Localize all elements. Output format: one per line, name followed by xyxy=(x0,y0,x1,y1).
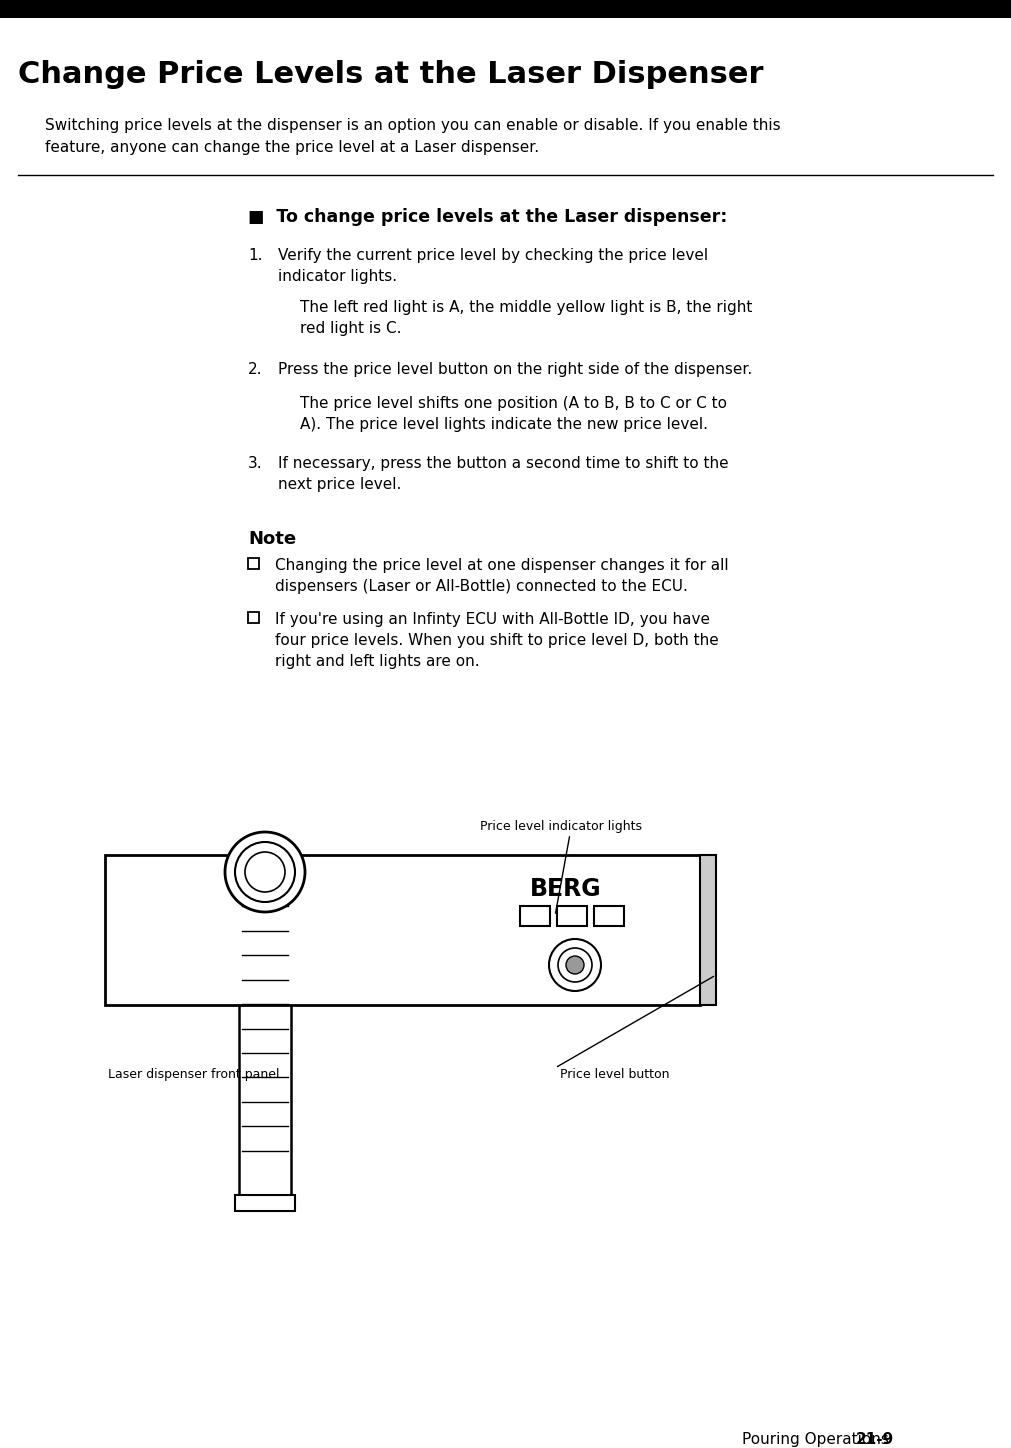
Text: The price level shifts one position (A to B, B to C or C to
A). The price level : The price level shifts one position (A t… xyxy=(300,395,727,432)
Text: Pouring Operations: Pouring Operations xyxy=(742,1432,894,1447)
Bar xyxy=(700,854,716,1005)
Text: Verify the current price level by checking the price level
indicator lights.: Verify the current price level by checki… xyxy=(278,248,708,284)
Text: Laser dispenser front panel: Laser dispenser front panel xyxy=(108,1069,279,1082)
Circle shape xyxy=(549,938,601,990)
Text: Price level indicator lights: Price level indicator lights xyxy=(480,820,642,833)
Text: Price level button: Price level button xyxy=(560,1069,669,1082)
Text: ■  To change price levels at the Laser dispenser:: ■ To change price levels at the Laser di… xyxy=(248,209,727,226)
Bar xyxy=(520,906,550,927)
Circle shape xyxy=(225,833,305,912)
Text: The left red light is A, the middle yellow light is B, the right
red light is C.: The left red light is A, the middle yell… xyxy=(300,300,752,336)
Text: Changing the price level at one dispenser changes it for all
dispensers (Laser o: Changing the price level at one dispense… xyxy=(275,557,729,594)
Text: If necessary, press the button a second time to shift to the
next price level.: If necessary, press the button a second … xyxy=(278,456,729,492)
Bar xyxy=(239,872,291,1195)
Circle shape xyxy=(245,851,285,892)
Text: 3.: 3. xyxy=(248,456,263,471)
Text: Change Price Levels at the Laser Dispenser: Change Price Levels at the Laser Dispens… xyxy=(18,59,763,88)
Text: Note: Note xyxy=(248,530,296,547)
Circle shape xyxy=(235,841,295,902)
Text: 2.: 2. xyxy=(248,362,263,376)
Text: Switching price levels at the dispenser is an option you can enable or disable. : Switching price levels at the dispenser … xyxy=(45,117,780,155)
Circle shape xyxy=(558,948,592,982)
Bar xyxy=(557,906,587,927)
Text: 21-9: 21-9 xyxy=(856,1432,895,1447)
Circle shape xyxy=(566,956,584,975)
Bar xyxy=(105,854,700,1005)
Text: If you're using an Infinty ECU with All-Bottle ID, you have
four price levels. W: If you're using an Infinty ECU with All-… xyxy=(275,613,719,669)
Bar xyxy=(594,906,624,927)
Text: Press the price level button on the right side of the dispenser.: Press the price level button on the righ… xyxy=(278,362,752,376)
Bar xyxy=(0,0,1011,17)
Text: 1.: 1. xyxy=(248,248,263,264)
Text: BERG: BERG xyxy=(530,877,602,901)
Bar xyxy=(235,1195,295,1211)
Bar xyxy=(248,557,259,569)
Bar xyxy=(248,613,259,623)
